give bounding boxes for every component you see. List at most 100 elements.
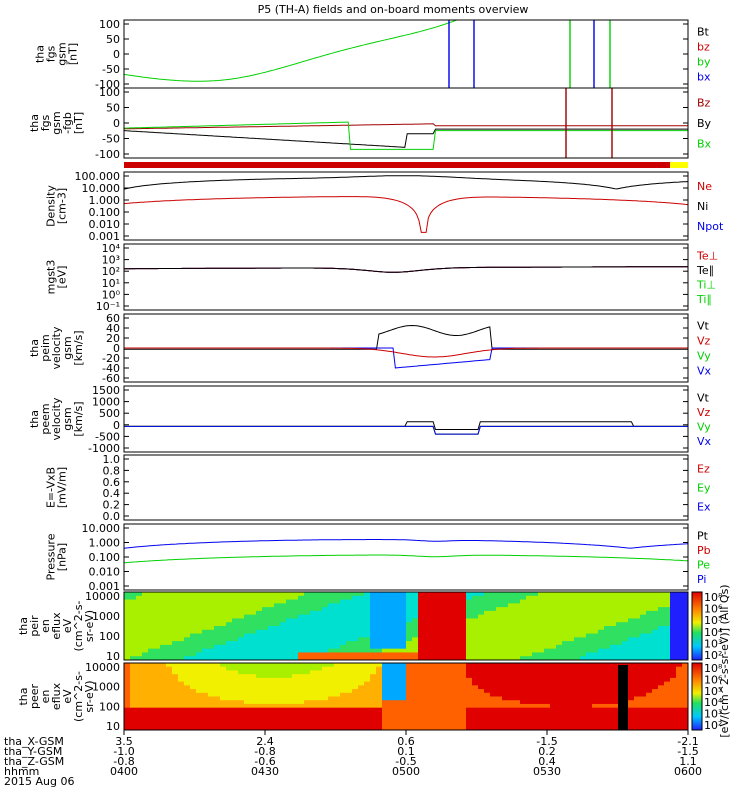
- heatmap-cell: [256, 610, 263, 616]
- heatmap-cell: [256, 648, 263, 654]
- heatmap-cell: [340, 674, 347, 679]
- heatmap-cell: [502, 700, 509, 705]
- heatmap-cell: [622, 641, 629, 646]
- heatmap-cell: [382, 607, 389, 612]
- heatmap-cell: [394, 607, 401, 612]
- heatmap-cell: [166, 670, 173, 675]
- heatmap-cell: [208, 689, 215, 694]
- heatmap-cell: [250, 595, 257, 601]
- heatmap-cell: [400, 670, 407, 675]
- heatmap-cell: [526, 592, 533, 597]
- heatmap-cell: [382, 592, 389, 597]
- heatmap-cell: [136, 696, 143, 701]
- heatmap-cell: [526, 700, 533, 705]
- heatmap-cell: [604, 666, 611, 672]
- heatmap-cell: [214, 718, 221, 724]
- heatmap-cell: [298, 618, 305, 623]
- heatmap-cell: [148, 637, 155, 642]
- heatmap-cell: [334, 670, 341, 675]
- heatmap-cell: [220, 622, 227, 627]
- heatmap-cell: [274, 637, 281, 642]
- heatmap-cell: [376, 641, 383, 646]
- heatmap-cell: [214, 652, 221, 657]
- heatmap-cell: [238, 685, 245, 690]
- heatmap-cell: [568, 722, 575, 727]
- xaxis-value: 0.2: [538, 745, 556, 758]
- heatmap-cell: [286, 637, 293, 642]
- heatmap-cell: [376, 626, 383, 631]
- heatmap-cell: [196, 711, 203, 716]
- heatmap-cell: [502, 707, 509, 712]
- heatmap-cell: [658, 641, 665, 646]
- legend-entry-pi: Pi: [697, 573, 706, 586]
- heatmap-cell: [454, 592, 461, 597]
- heatmap-cell: [460, 700, 467, 705]
- heatmap-cell: [238, 707, 245, 712]
- heatmap-cell: [436, 614, 443, 620]
- heatmap-cell: [520, 637, 527, 642]
- heatmap-cell: [196, 703, 203, 709]
- heatmap-cell: [154, 685, 161, 690]
- heatmap-cell: [586, 685, 593, 690]
- heatmap-cell: [148, 666, 155, 672]
- legend-entry-bz: bz: [697, 41, 710, 54]
- heatmap-cell: [364, 666, 371, 672]
- heatmap-cell: [346, 722, 353, 727]
- heatmap-cell: [142, 692, 149, 698]
- heatmap-cell: [280, 641, 287, 646]
- heatmap-cell: [142, 685, 149, 690]
- heatmap-cell: [364, 663, 371, 668]
- heatmap-cell: [352, 641, 359, 646]
- heatmap-cell: [232, 652, 239, 657]
- heatmap-cell: [460, 711, 467, 716]
- heatmap-cell: [526, 603, 533, 608]
- heatmap-cell: [490, 622, 497, 627]
- heatmap-cell: [640, 618, 647, 623]
- heatmap-cell: [262, 592, 269, 597]
- heatmap-cell: [664, 614, 671, 620]
- heatmap-cell: [220, 689, 227, 694]
- heatmap-cell: [568, 622, 575, 627]
- heatmap-cell: [148, 652, 155, 657]
- heatmap-cell: [244, 633, 251, 638]
- heatmap-cell: [418, 595, 425, 601]
- heatmap-cell: [388, 637, 395, 642]
- heatmap-cell: [658, 677, 665, 683]
- heatmap-cell: [634, 722, 641, 727]
- heatmap-cell: [574, 592, 581, 597]
- heatmap-cell: [214, 648, 221, 654]
- heatmap-cell: [292, 637, 299, 642]
- heatmap-cell: [244, 718, 251, 724]
- heatmap-cell: [238, 689, 245, 694]
- heatmap-cell: [280, 715, 287, 720]
- heatmap-cell: [484, 707, 491, 712]
- heatmap-cell: [160, 707, 167, 712]
- heatmap-cell: [184, 618, 191, 623]
- heatmap-cell: [262, 607, 269, 612]
- heatmap-cell: [682, 685, 688, 690]
- heatmap-cell: [136, 644, 143, 650]
- heatmap-cell: [250, 692, 257, 698]
- heatmap-cell: [136, 629, 143, 635]
- heatmap-cell: [550, 644, 557, 650]
- heatmap-cell: [190, 700, 197, 705]
- heatmap-cell: [388, 707, 395, 712]
- heatmap-cell: [310, 595, 317, 601]
- heatmap-cell: [658, 592, 665, 597]
- heatmap-cell: [424, 599, 431, 604]
- legend-entry-vt: Vt: [697, 391, 710, 404]
- heatmap-cell: [658, 637, 665, 642]
- heatmap-cell: [382, 626, 389, 631]
- heatmap-cell: [280, 685, 287, 690]
- heatmap-cell: [682, 607, 688, 612]
- heatmap-cell: [448, 622, 455, 627]
- heatmap-cell: [640, 685, 647, 690]
- heatmap-cell: [472, 689, 479, 694]
- heatmap-cell: [130, 696, 137, 701]
- heatmap-cell: [310, 622, 317, 627]
- heatmap-cell: [508, 689, 515, 694]
- heatmap-cell: [346, 663, 353, 668]
- heatmap-cell: [568, 637, 575, 642]
- heatmap-cell: [226, 692, 233, 698]
- heatmap-cell: [478, 711, 485, 716]
